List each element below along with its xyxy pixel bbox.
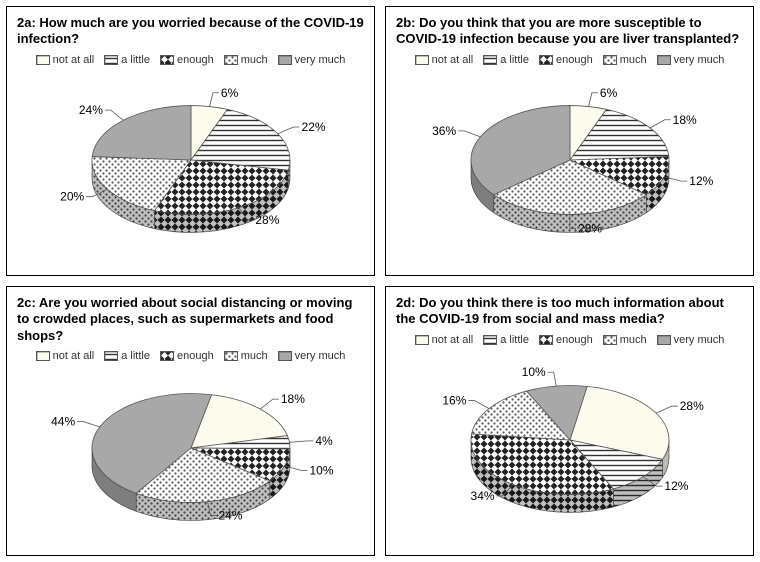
legend-item: much xyxy=(224,350,268,362)
legend-item: a little xyxy=(104,350,150,362)
legend-item: not at all xyxy=(36,54,95,66)
slice-label: 36% xyxy=(432,124,456,138)
chart-area: 6% 18% 12% 28% 36% xyxy=(396,70,743,268)
slice-label: 4% xyxy=(315,434,333,448)
slice-label: 16% xyxy=(442,394,466,408)
panel-title: 2d: Do you think there is too much infor… xyxy=(396,295,743,328)
legend: not at all a little enough much very much xyxy=(396,334,743,346)
legend-label: not at all xyxy=(432,334,474,346)
chart-area: 6% 22% 28% 20% 24% xyxy=(17,70,364,268)
slice-label: 6% xyxy=(599,86,617,100)
legend-item: a little xyxy=(483,54,529,66)
slice-label: 12% xyxy=(689,174,713,188)
slice-label: 20% xyxy=(60,190,84,204)
chart-area: 18% 4% 10% 24% 44% xyxy=(17,366,364,547)
charts-grid: 2a: How much are you worried because of … xyxy=(6,6,754,556)
slice-label: 18% xyxy=(280,392,304,406)
chart-area: 28% 12% 34% 16% 10% xyxy=(396,350,743,548)
chart-panel-2b: 2b: Do you think that you are more susce… xyxy=(385,6,754,276)
chart-panel-2d: 2d: Do you think there is too much infor… xyxy=(385,286,754,556)
slice-label: 6% xyxy=(220,86,238,100)
legend-item: much xyxy=(603,54,647,66)
slice-label: 28% xyxy=(578,222,602,236)
chart-panel-2c: 2c: Are you worried about social distanc… xyxy=(6,286,375,556)
panel-title: 2c: Are you worried about social distanc… xyxy=(17,295,364,344)
legend: not at all a little enough much very much xyxy=(17,350,364,362)
slice-label: 24% xyxy=(218,509,242,523)
legend-label: enough xyxy=(556,54,593,66)
panel-title: 2a: How much are you worried because of … xyxy=(17,15,364,48)
legend-label: much xyxy=(620,334,647,346)
legend-item: much xyxy=(224,54,268,66)
legend-label: much xyxy=(620,54,647,66)
slice-label: 44% xyxy=(51,415,75,429)
legend-label: a little xyxy=(121,54,150,66)
legend-label: a little xyxy=(500,54,529,66)
legend-item: a little xyxy=(483,334,529,346)
pie-slice xyxy=(92,106,191,160)
slice-label: 24% xyxy=(78,103,102,117)
legend-label: very much xyxy=(295,54,346,66)
legend-item: not at all xyxy=(415,334,474,346)
pie-chart: 6% 18% 12% 28% 36% xyxy=(400,73,740,263)
slice-label: 34% xyxy=(470,489,494,503)
legend-label: very much xyxy=(674,54,725,66)
slice-label: 10% xyxy=(521,365,545,379)
pie-chart: 28% 12% 34% 16% 10% xyxy=(400,353,740,543)
legend-label: not at all xyxy=(53,350,95,362)
legend-label: much xyxy=(241,54,268,66)
slice-label: 22% xyxy=(301,120,325,134)
legend-item: not at all xyxy=(415,54,474,66)
legend-item: very much xyxy=(657,334,725,346)
chart-panel-2a: 2a: How much are you worried because of … xyxy=(6,6,375,276)
legend-label: enough xyxy=(177,54,214,66)
panel-title: 2b: Do you think that you are more susce… xyxy=(396,15,743,48)
legend-label: not at all xyxy=(432,54,474,66)
slice-label: 28% xyxy=(255,213,279,227)
legend-item: much xyxy=(603,334,647,346)
legend-item: very much xyxy=(278,350,346,362)
legend-item: enough xyxy=(160,54,214,66)
legend-item: very much xyxy=(278,54,346,66)
legend-item: a little xyxy=(104,54,150,66)
slice-label: 10% xyxy=(309,464,333,478)
slice-label: 28% xyxy=(679,399,703,413)
legend: not at all a little enough much very much xyxy=(17,54,364,66)
legend-item: enough xyxy=(160,350,214,362)
legend-item: not at all xyxy=(36,350,95,362)
slice-label: 18% xyxy=(672,113,696,127)
pie-chart: 18% 4% 10% 24% 44% xyxy=(21,361,361,551)
legend-label: not at all xyxy=(53,54,95,66)
pie-chart: 6% 22% 28% 20% 24% xyxy=(21,73,361,263)
legend-label: much xyxy=(241,350,268,362)
legend-label: very much xyxy=(295,350,346,362)
legend-item: enough xyxy=(539,334,593,346)
legend-label: enough xyxy=(177,350,214,362)
legend-label: a little xyxy=(500,334,529,346)
slice-label: 12% xyxy=(664,479,688,493)
legend-item: enough xyxy=(539,54,593,66)
legend-label: enough xyxy=(556,334,593,346)
legend-label: a little xyxy=(121,350,150,362)
legend: not at all a little enough much very much xyxy=(396,54,743,66)
legend-label: very much xyxy=(674,334,725,346)
legend-item: very much xyxy=(657,54,725,66)
